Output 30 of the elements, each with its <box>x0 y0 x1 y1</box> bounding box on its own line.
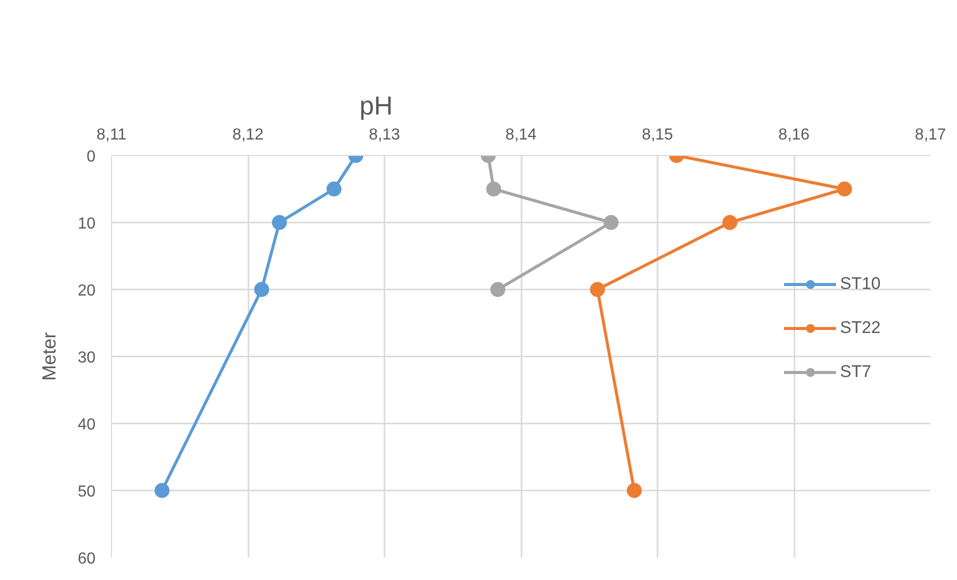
y-tick-label: 50 <box>78 484 96 500</box>
point <box>722 215 738 230</box>
point <box>154 483 170 498</box>
y-tick-label: 0 <box>86 148 96 166</box>
point <box>490 282 506 297</box>
y-tick-label: 20 <box>78 282 96 300</box>
point <box>326 182 342 196</box>
point <box>626 483 642 498</box>
y-tick-label: 60 <box>78 550 96 568</box>
x-tick-label: 8,14 <box>505 126 537 144</box>
legend-label: ST22 <box>840 318 881 338</box>
point <box>590 282 605 297</box>
point <box>486 182 502 196</box>
y-tick-label: 40 <box>78 416 96 434</box>
y-tick-label: 30 <box>78 350 96 366</box>
point <box>604 215 619 230</box>
x-tick-label: 8,11 <box>96 126 127 144</box>
legend-label: ST7 <box>840 362 872 382</box>
point <box>837 182 852 196</box>
x-tick-label: 8,15 <box>642 126 674 144</box>
chart-title: pH <box>360 90 393 120</box>
x-tick-label: 8,17 <box>914 126 946 144</box>
y-axis-title: Meter <box>40 332 61 381</box>
x-tick-label: 8,13 <box>368 126 400 144</box>
y-tick-label: 10 <box>78 216 96 232</box>
point <box>272 215 287 230</box>
legend-label: ST10 <box>840 274 881 294</box>
x-tick-label: 8,12 <box>232 126 264 144</box>
point <box>254 282 270 297</box>
x-tick-label: 8,16 <box>778 126 810 144</box>
